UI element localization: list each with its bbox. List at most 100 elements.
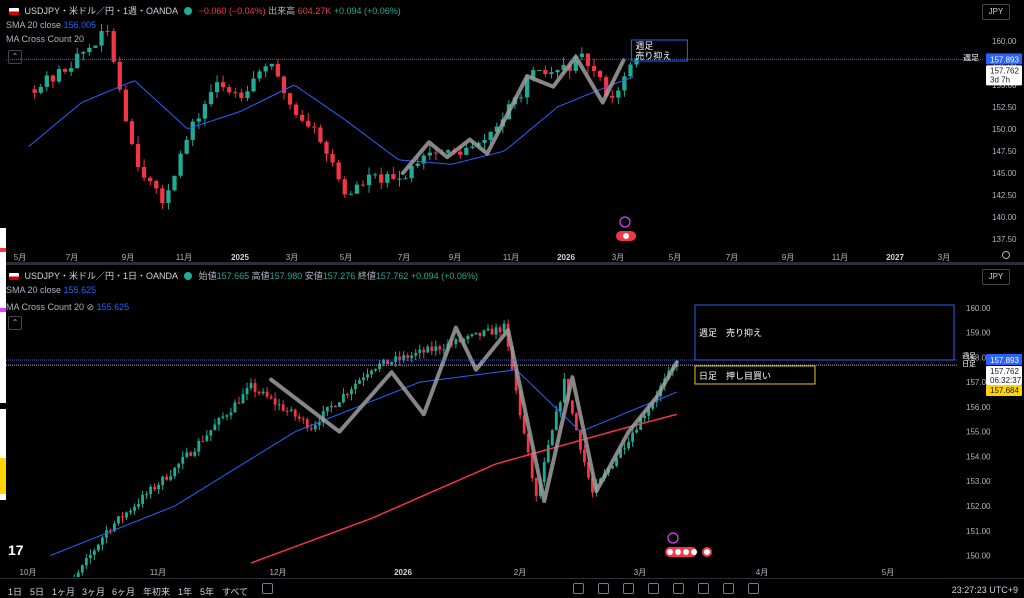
- candle-body: [161, 476, 165, 485]
- candle-body: [233, 92, 238, 94]
- settings-gear-icon[interactable]: [1002, 251, 1010, 259]
- candle-body: [245, 388, 249, 395]
- daily-chart-pane[interactable]: 150.00 151.00 152.00 153.00 154.00 155.00 156.…: [0, 265, 1024, 577]
- daily-legend-collapse-button[interactable]: ⌃: [8, 316, 22, 330]
- draw-tool-icon[interactable]: [573, 583, 584, 594]
- candle-body: [611, 465, 614, 469]
- pane-divider[interactable]: [0, 262, 1024, 265]
- candles: [73, 319, 679, 577]
- left-drawing-toolbar[interactable]: [0, 228, 6, 500]
- price-tick-label: 155.00: [966, 428, 991, 437]
- candle-body: [348, 193, 353, 195]
- event-lightning-icon[interactable]: [667, 532, 679, 544]
- draw-tool-icon[interactable]: [673, 583, 684, 594]
- candle-body: [100, 537, 104, 545]
- candle-body: [117, 61, 122, 90]
- candle-body: [178, 153, 183, 176]
- weekly-macross-legend[interactable]: MA Cross Count 20: [6, 33, 84, 45]
- weekly-legend-collapse-button[interactable]: ⌃: [8, 50, 22, 64]
- time-axis[interactable]: 10月 11月 12月 2026 2月 3月 4月 5月: [20, 568, 895, 577]
- candle-body: [165, 476, 169, 480]
- time-axis[interactable]: 5月 7月 9月 11月 2025 3月 5月 7月 9月 11月 2026 3月 5月 7月 9月 11月 2…: [14, 253, 950, 262]
- timeframe-button[interactable]: すべて: [222, 587, 249, 597]
- bottom-timeframe-bar: 1日 5日 1ヶ月 3ヶ月 6ヶ月 年初来 1年 5年 すべて 23:27:23 UTC+9: [0, 578, 1024, 597]
- toolbar-color-swatch[interactable]: [0, 403, 6, 409]
- weekly-chart-svg[interactable]: 137.50 140.00 142.50 145.00 147.50 150.00 152.…: [0, 0, 1024, 262]
- candle-body: [546, 445, 550, 463]
- candle-body: [526, 433, 530, 453]
- timeframe-button[interactable]: 5日: [30, 587, 45, 597]
- usd-flag-icon: [9, 8, 19, 15]
- candle-body: [148, 177, 153, 182]
- timeframe-button[interactable]: 1年: [178, 587, 193, 597]
- candle-body: [434, 346, 438, 351]
- daily-buy-zone-box[interactable]: [694, 365, 816, 385]
- time-tick-label: 5月: [14, 253, 26, 262]
- candle-body: [62, 69, 68, 72]
- candle-body: [87, 47, 92, 53]
- time-tick-label: 11月: [503, 253, 519, 262]
- timeframe-button[interactable]: 1日: [8, 587, 23, 597]
- timeframe-button[interactable]: 3ヶ月: [82, 587, 106, 597]
- time-tick-label: 5月: [882, 568, 894, 577]
- candle-body: [591, 477, 594, 493]
- candle-body: [133, 506, 136, 511]
- weekly-sma-legend[interactable]: SMA 20 close 156.005: [6, 19, 96, 31]
- daily-symbol[interactable]: USDJPY・米ドル／円・1日・OANDA: [24, 271, 178, 281]
- calendar-range-icon[interactable]: [262, 583, 273, 594]
- draw-tool-icon[interactable]: [698, 583, 709, 594]
- candle-body: [56, 69, 62, 82]
- candle-body: [466, 335, 470, 340]
- weekly-sma-label: SMA 20 close: [6, 20, 62, 30]
- candles: [32, 23, 639, 210]
- market-open-icon: [184, 7, 193, 15]
- candle-body: [321, 411, 325, 423]
- candle-body: [196, 118, 201, 122]
- candle-body: [333, 406, 337, 408]
- usd-flag-icon: [691, 549, 697, 555]
- time-tick-label: 4月: [756, 568, 768, 577]
- draw-tool-icon[interactable]: [723, 583, 734, 594]
- toolbar-color-swatch[interactable]: [0, 308, 6, 312]
- timeframe-button[interactable]: 6ヶ月: [112, 587, 136, 597]
- draw-tool-icon[interactable]: [648, 583, 659, 594]
- timeframe-button[interactable]: 年初来: [143, 587, 171, 597]
- daily-sma-legend[interactable]: SMA 20 close 155.625: [6, 284, 96, 296]
- price-label-bg: [986, 353, 1022, 365]
- candle-body: [269, 63, 274, 67]
- draw-tool-icon[interactable]: [598, 583, 609, 594]
- candle-body: [534, 478, 538, 496]
- draw-tool-icon[interactable]: [748, 583, 759, 594]
- swing-zigzag-line[interactable]: [400, 54, 626, 176]
- daily-chart-svg[interactable]: 150.00 151.00 152.00 153.00 154.00 155.00 156.…: [0, 265, 1024, 577]
- toolbar-color-swatch[interactable]: [0, 248, 6, 252]
- weekly-sell-zone-box[interactable]: [630, 39, 688, 62]
- draw-tool-icon[interactable]: [623, 583, 634, 594]
- price-tick-label: 152.50: [992, 103, 1017, 112]
- candle-body: [398, 356, 402, 360]
- utc-clock[interactable]: 23:27:23 UTC+9: [951, 585, 1018, 595]
- candle-body: [390, 362, 394, 365]
- candle-body: [386, 359, 390, 365]
- weekly-symbol[interactable]: USDJPY・米ドル／円・1週・OANDA: [24, 6, 178, 16]
- weekly-chart-pane[interactable]: 137.50 140.00 142.50 145.00 147.50 150.00 152.…: [0, 0, 1024, 262]
- candle-body: [205, 435, 209, 441]
- candle-body: [628, 64, 633, 77]
- candle-body: [518, 97, 524, 99]
- timeframe-button[interactable]: 1ヶ月: [52, 587, 76, 597]
- candle-body: [442, 349, 446, 351]
- daily-currency-button[interactable]: JPY: [982, 269, 1010, 285]
- event-lightning-icon[interactable]: [619, 216, 631, 228]
- weekly-price-label-resistance: 157.893: [990, 55, 1019, 64]
- weekly-currency-button[interactable]: JPY: [982, 4, 1010, 20]
- daily-sell-zone-box[interactable]: [694, 304, 955, 361]
- hidden-eye-icon[interactable]: ⊘: [86, 302, 95, 312]
- daily-close-label: 終値: [357, 271, 376, 281]
- price-axis[interactable]: 150.00 151.00 152.00 153.00 154.00 155.00 156.…: [966, 304, 991, 561]
- price-axis[interactable]: 137.50 140.00 142.50 145.00 147.50 150.00 152.…: [992, 37, 1017, 244]
- swing-zigzag-line[interactable]: [269, 325, 679, 504]
- daily-macross-legend[interactable]: MA Cross Count 20 ⊘ 155.625: [6, 301, 129, 313]
- candle-body: [464, 147, 469, 155]
- toolbar-color-swatch[interactable]: [0, 458, 6, 494]
- timeframe-button[interactable]: 5年: [200, 587, 215, 597]
